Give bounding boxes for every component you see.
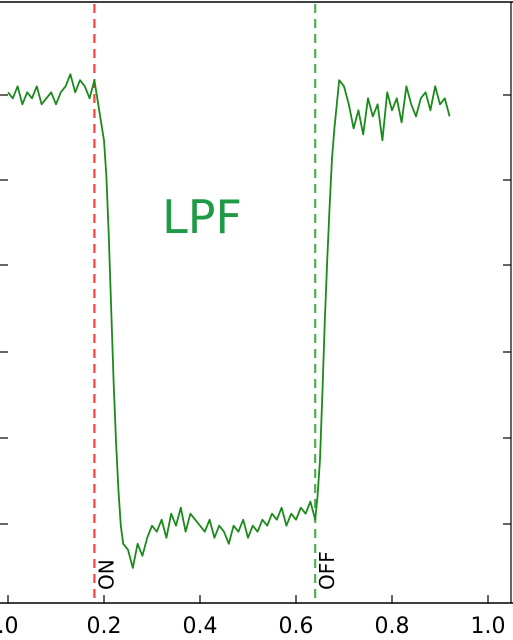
marker-label-off: OFF xyxy=(315,551,339,590)
series-group xyxy=(7,73,451,569)
series-line-0 xyxy=(7,73,451,569)
x-tick-label-4: 0.8 xyxy=(375,614,410,639)
x-ticks: .0 0.2 0.4 0.6 0.8 1.0 xyxy=(0,595,506,639)
lpf-annotation: LPF xyxy=(162,190,242,244)
y-ticks xyxy=(0,94,511,525)
x-tick-label-1: 0.2 xyxy=(87,614,122,639)
plot-frame xyxy=(0,1,513,604)
event-markers: ON OFF xyxy=(93,4,339,603)
x-tick-label-0: .0 xyxy=(0,614,19,639)
x-tick-label-5: 1.0 xyxy=(471,614,506,639)
marker-label-on: ON xyxy=(94,559,118,590)
x-tick-label-2: 0.4 xyxy=(183,614,218,639)
x-tick-label-3: 0.6 xyxy=(279,614,314,639)
